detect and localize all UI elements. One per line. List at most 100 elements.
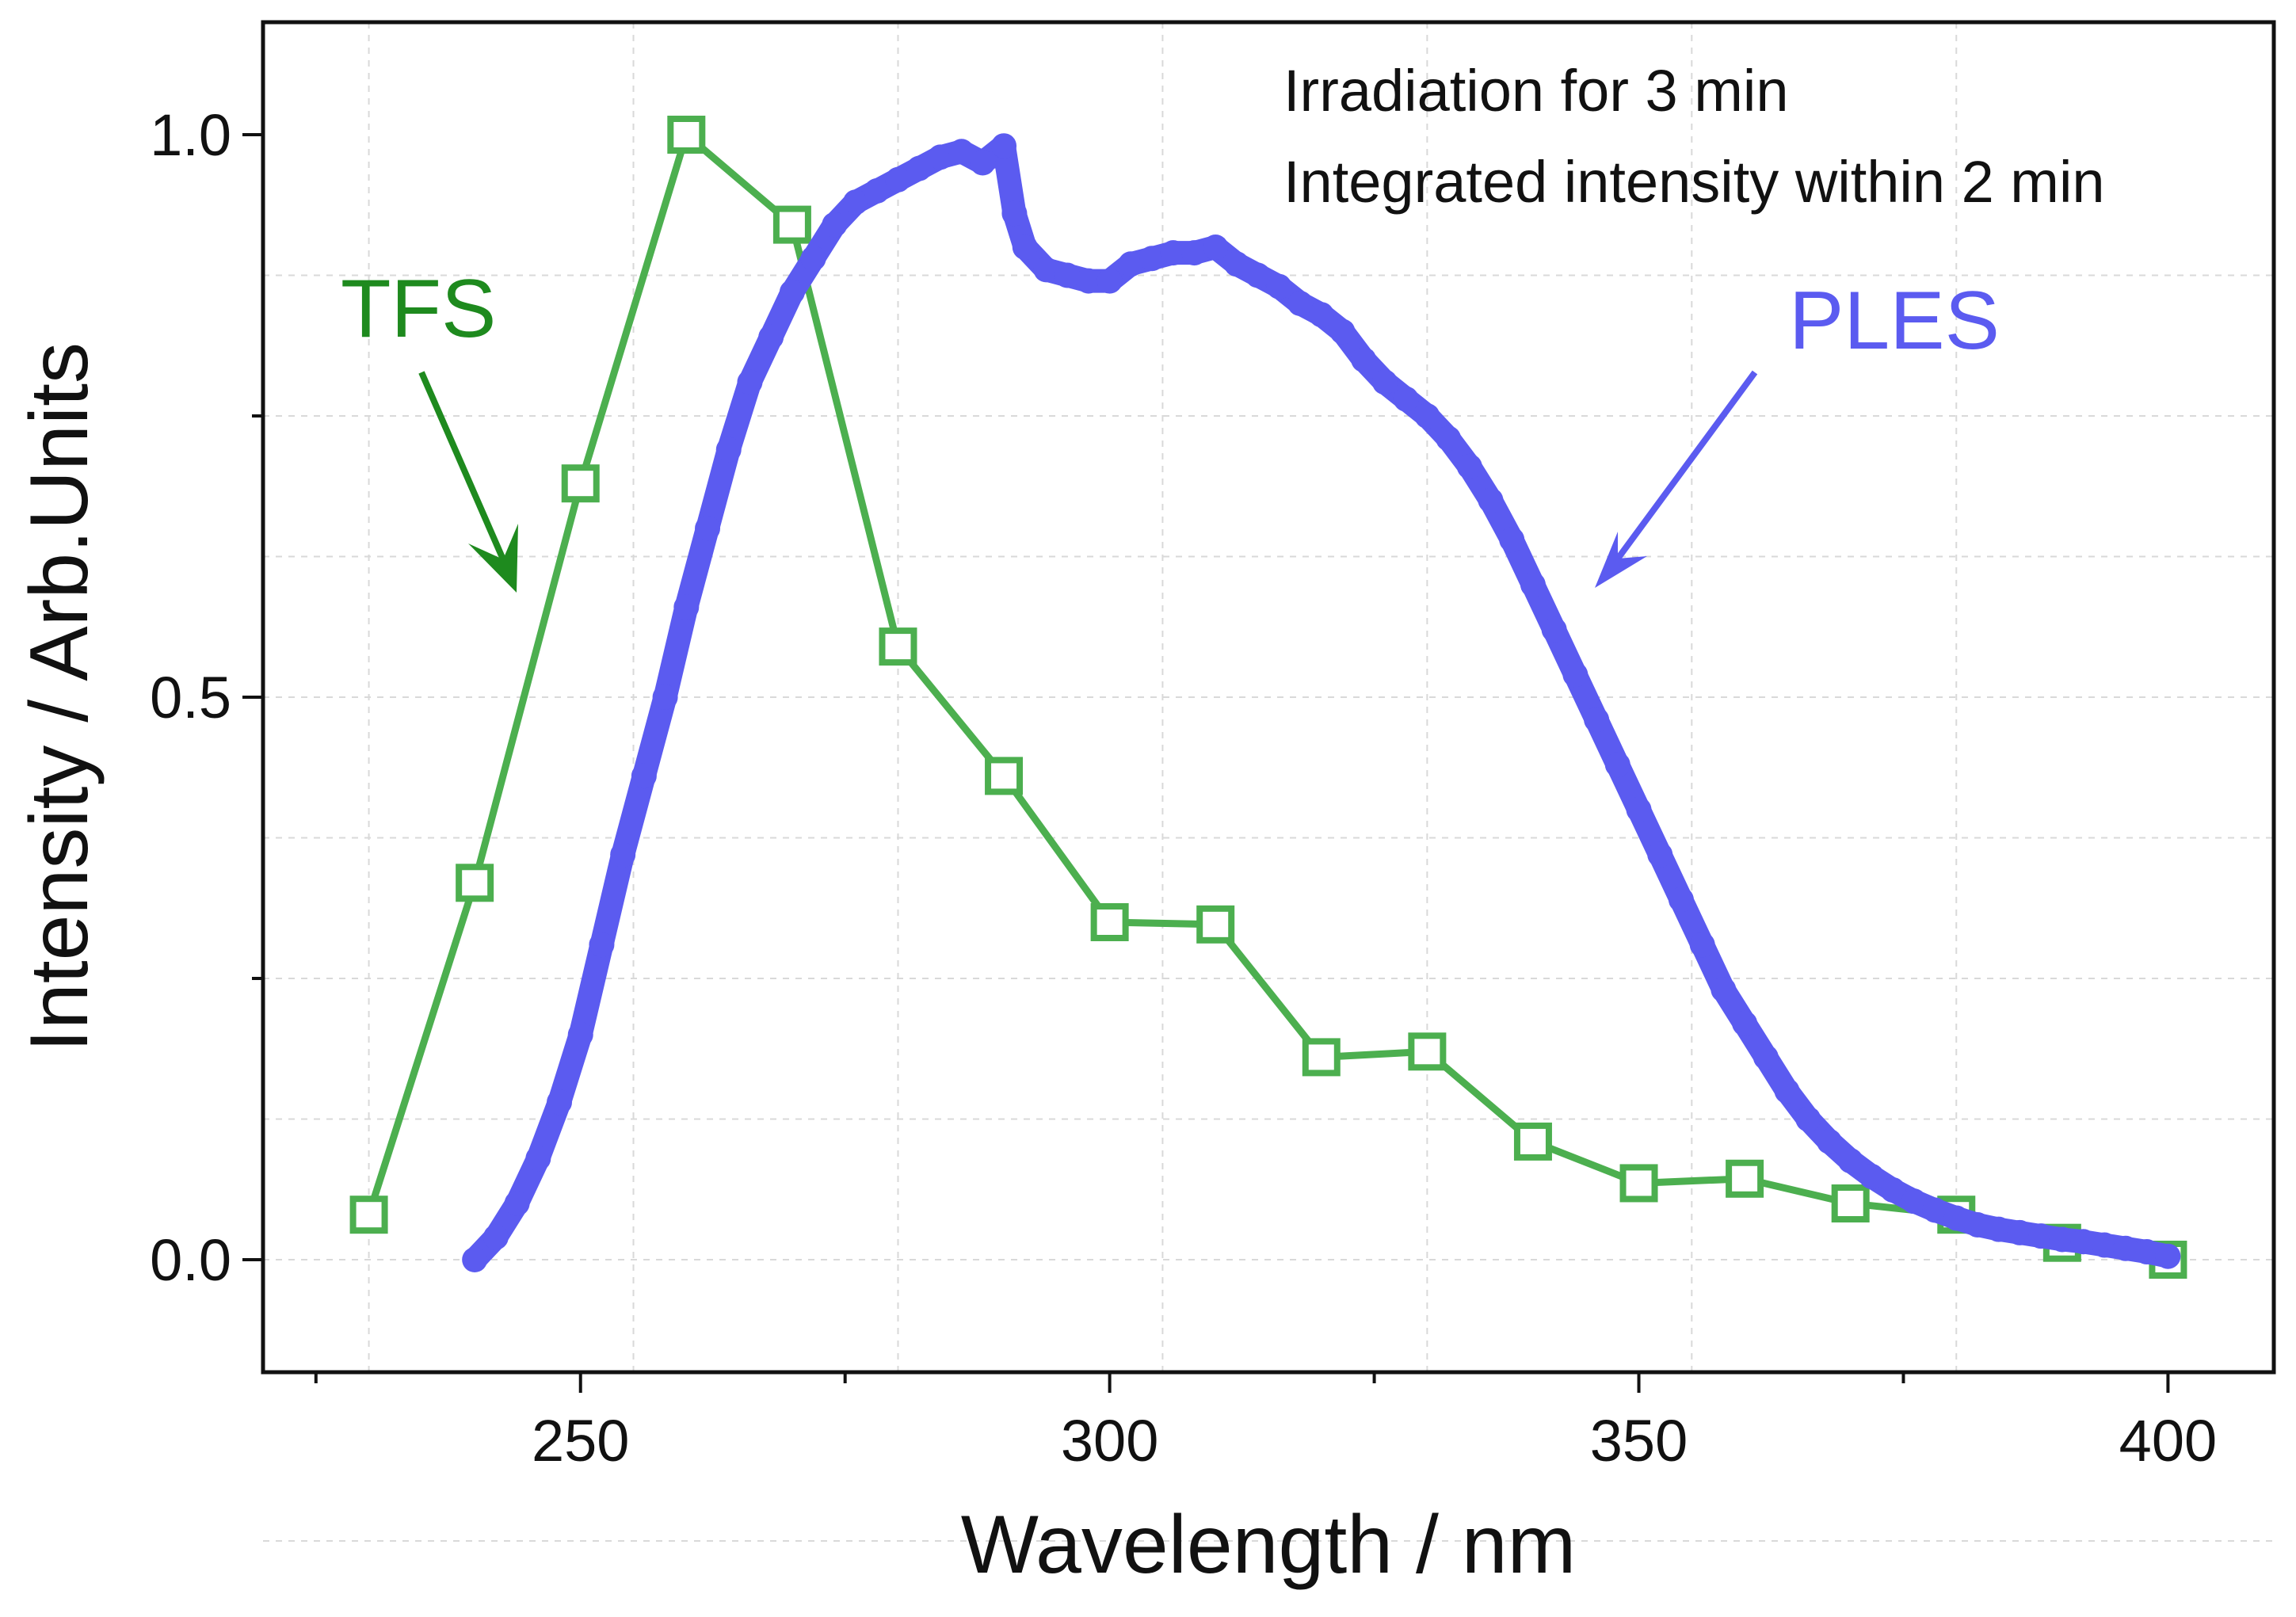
ples-point [525,1146,551,1172]
ples-point [1351,347,1377,372]
ples-point [1795,1106,1821,1132]
ples-point [864,178,890,204]
y-tick-label: 0.5 [150,665,231,730]
ples-point [1203,235,1229,260]
annotation-line-1: Irradiation for 3 min [1283,58,1789,124]
ples-point [547,1089,573,1116]
ples-point [970,150,996,176]
y-tick-label: 1.0 [150,102,231,168]
tfs-arrow-icon [418,371,518,593]
tfs-point [1619,1164,1658,1203]
ples-point [1012,235,1038,260]
tfs-line-segment [792,240,898,631]
ples-point [673,594,700,620]
tfs-point [561,464,600,503]
ples-point [1033,257,1059,283]
ples-point [1001,200,1028,227]
ples-point [1456,453,1482,479]
ples-point [1732,1010,1758,1036]
ples-point [2155,1243,2181,1269]
ples-point [1689,932,1715,958]
ples-point [1266,273,1292,299]
tfs-line-segment [1438,1060,1523,1134]
ples-point [1308,302,1334,328]
tfs-point [772,205,811,244]
ples-series-label: PLES [1789,275,2000,367]
ples-point [1985,1216,2012,1242]
ples-point [1562,662,1589,688]
tfs-line-segment [1127,918,1199,928]
tfs-point [985,757,1024,795]
ples-point [1329,318,1356,345]
tfs-line-segment [1338,1048,1410,1060]
tfs-line-segment [697,143,782,216]
ples-point [758,324,784,350]
ples-point [1097,268,1123,294]
ples-point [504,1191,530,1216]
ples-point [1160,240,1186,266]
ples-point [1414,403,1440,429]
ples-point [1668,887,1694,913]
ples-point [1774,1078,1800,1104]
series-layer [349,116,2187,1279]
ples-point [610,841,636,868]
tfs-line-segment [1656,1176,1728,1187]
ples-point [2092,1232,2118,1258]
ples-point [1436,425,1462,452]
ples-point [779,279,805,305]
ples-point [1393,386,1419,412]
annotation-line-2: Integrated intensity within 2 min [1283,149,2105,215]
ples-point [991,133,1017,159]
tfs-point [1513,1122,1552,1161]
ples-point [482,1224,509,1250]
x-tick-label: 400 [2119,1408,2217,1474]
ples-point [2112,1235,2138,1261]
tfs-point [1831,1184,1870,1222]
ples-point [2070,1229,2096,1255]
ticks [242,133,2170,1393]
ples-point [652,685,678,710]
x-tick-label: 300 [1061,1408,1158,1474]
ples-point [1371,369,1398,395]
ples-point [462,1247,488,1272]
ples-point [1964,1211,1990,1238]
ples-point [631,763,657,789]
ples-point [1753,1044,1779,1070]
ples-point [1478,487,1504,513]
ples-point [2028,1223,2054,1249]
ples-point [1520,572,1546,597]
tfs-line-segment [582,150,685,468]
ples-point [1139,246,1165,272]
ples-point [589,932,615,958]
ples-point [822,212,848,238]
ples-point [948,139,974,165]
ples-series [462,133,2181,1272]
x-tick-label: 250 [532,1408,629,1474]
tfs-point [349,1196,388,1234]
tfs-line-segment [1223,936,1314,1047]
tfs-line-segment [1547,1144,1624,1180]
ples-point [737,369,763,395]
ples-point [1837,1148,1863,1174]
ples-arrow-icon [1595,370,1758,588]
tfs-point [1196,905,1235,944]
tfs-line-segment [906,658,996,765]
ples-point [800,246,826,272]
ples-point [695,516,721,541]
tfs-point [1408,1032,1447,1071]
y-axis-title: Intensity / Arb.Units [13,342,105,1052]
ples-point [567,1022,593,1047]
tfs-point [879,627,917,666]
ples-point [1880,1177,1906,1203]
y-tick-label: 0.0 [150,1227,231,1293]
ples-point [1118,251,1144,277]
ples-point [843,189,869,215]
tfs-line-segment [1760,1179,1835,1203]
ples-point [2134,1239,2160,1265]
ples-point [1287,291,1314,316]
labels: 250 300 350 400 0.0 0.5 1.0 [150,102,2217,1474]
ples-point [1604,752,1630,778]
tfs-line-segment [475,499,580,868]
